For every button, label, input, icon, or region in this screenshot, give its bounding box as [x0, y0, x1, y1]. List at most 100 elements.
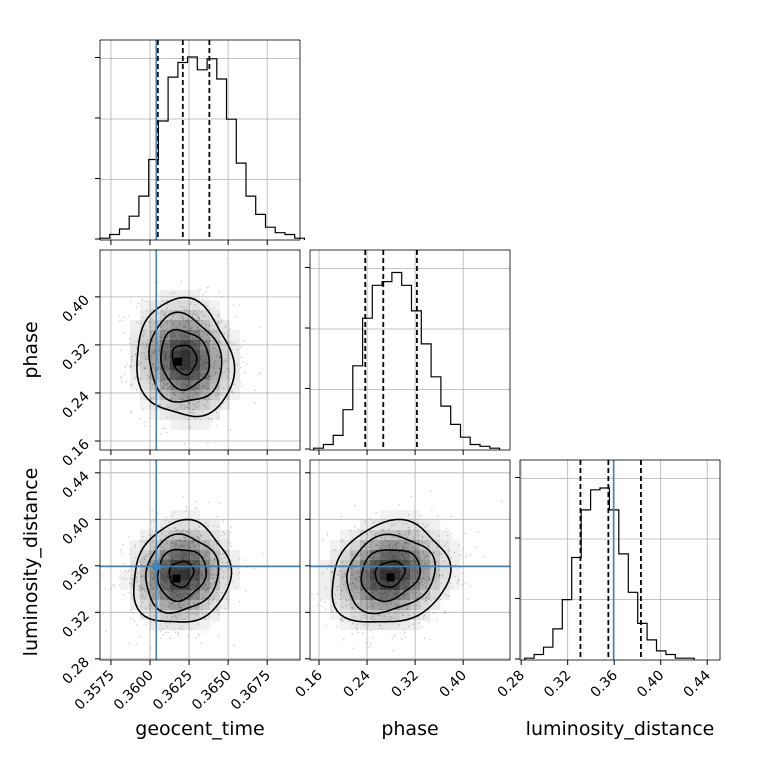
sample-point: [131, 583, 133, 585]
density-cell: [420, 590, 430, 600]
sample-point: [178, 324, 181, 326]
sample-point: [142, 575, 144, 577]
density-cell: [160, 350, 170, 360]
sample-point: [135, 576, 138, 578]
sample-point: [188, 608, 190, 610]
density-cell: [170, 330, 180, 340]
sample-point: [407, 532, 410, 534]
density-cell: [130, 600, 140, 610]
sample-point: [343, 573, 346, 575]
density-cell: [230, 560, 240, 570]
sample-point: [130, 301, 132, 303]
sample-point: [366, 603, 368, 606]
sample-point: [167, 387, 170, 390]
sample-point: [165, 519, 167, 521]
density-cell: [210, 310, 220, 320]
sample-point: [365, 532, 368, 534]
sample-point: [170, 318, 173, 321]
sample-point: [439, 552, 441, 555]
sample-point: [146, 342, 148, 345]
sample-point: [163, 324, 165, 327]
density-cell: [330, 600, 340, 610]
xlabel-phase: phase: [381, 718, 438, 740]
sample-point: [173, 391, 175, 394]
sample-point: [197, 316, 200, 319]
sample-point: [373, 534, 376, 537]
sample-point: [330, 571, 332, 573]
density-cell: [190, 400, 200, 410]
sample-point: [191, 612, 194, 614]
sample-point: [135, 389, 138, 391]
sample-point: [196, 507, 199, 510]
sample-point: [403, 632, 405, 634]
density-cell: [340, 580, 350, 590]
sample-point: [418, 582, 421, 584]
sample-point: [220, 321, 222, 323]
sample-point: [158, 361, 160, 364]
sample-point: [193, 601, 195, 604]
sample-point: [198, 400, 201, 403]
sample-point: [208, 418, 210, 420]
sample-point: [381, 528, 383, 531]
sample-point: [200, 312, 203, 314]
sample-point: [177, 327, 179, 330]
sample-point: [187, 544, 189, 547]
sample-point: [403, 593, 406, 596]
sample-point: [142, 408, 144, 411]
sample-point: [210, 567, 212, 569]
sample-point: [413, 558, 416, 560]
sample-point: [244, 371, 246, 374]
sample-point: [424, 555, 427, 558]
density-cell: [150, 590, 160, 600]
sample-point: [152, 363, 154, 365]
sample-point: [415, 591, 418, 594]
sample-point: [216, 600, 218, 602]
sample-point: [209, 340, 212, 342]
sample-point: [205, 387, 208, 389]
density-cell: [450, 560, 460, 570]
sample-point: [238, 601, 241, 603]
density-cell: [220, 540, 230, 550]
sample-point: [174, 631, 177, 634]
sample-point: [128, 315, 130, 317]
sample-point: [208, 348, 211, 351]
sample-point: [165, 516, 168, 519]
density-cell: [370, 550, 380, 560]
sample-point: [326, 534, 329, 537]
density-cell: [220, 320, 230, 330]
sample-point: [345, 587, 348, 589]
density-cell: [430, 540, 440, 550]
sample-point: [416, 528, 419, 531]
sample-point: [216, 371, 219, 374]
sample-point: [231, 391, 234, 394]
sample-point: [375, 511, 378, 514]
sample-point: [173, 629, 175, 631]
sample-point: [192, 394, 194, 396]
sample-point: [196, 326, 199, 329]
sample-point: [338, 566, 341, 569]
sample-point: [150, 397, 152, 400]
sample-point: [433, 597, 436, 600]
y-tick-label: 0.44: [59, 468, 92, 501]
sample-point: [400, 599, 402, 601]
panel-plot-area: [100, 460, 300, 660]
sample-point: [182, 545, 185, 548]
sample-point: [351, 582, 354, 584]
sample-point: [170, 292, 173, 295]
sample-point: [440, 556, 443, 559]
sample-point: [406, 592, 408, 595]
sample-point: [213, 373, 215, 376]
sample-point: [343, 638, 345, 641]
sample-point: [370, 618, 373, 620]
density-cell: [190, 310, 200, 320]
density-cell: [400, 580, 410, 590]
density-cell: [210, 570, 220, 580]
sample-point: [180, 540, 183, 542]
sample-point: [209, 308, 212, 311]
sample-point: [342, 620, 344, 622]
density-cell: [160, 580, 170, 590]
sample-point: [219, 336, 222, 338]
sample-point: [319, 599, 322, 601]
sample-point: [451, 533, 453, 535]
sample-point: [187, 323, 190, 326]
